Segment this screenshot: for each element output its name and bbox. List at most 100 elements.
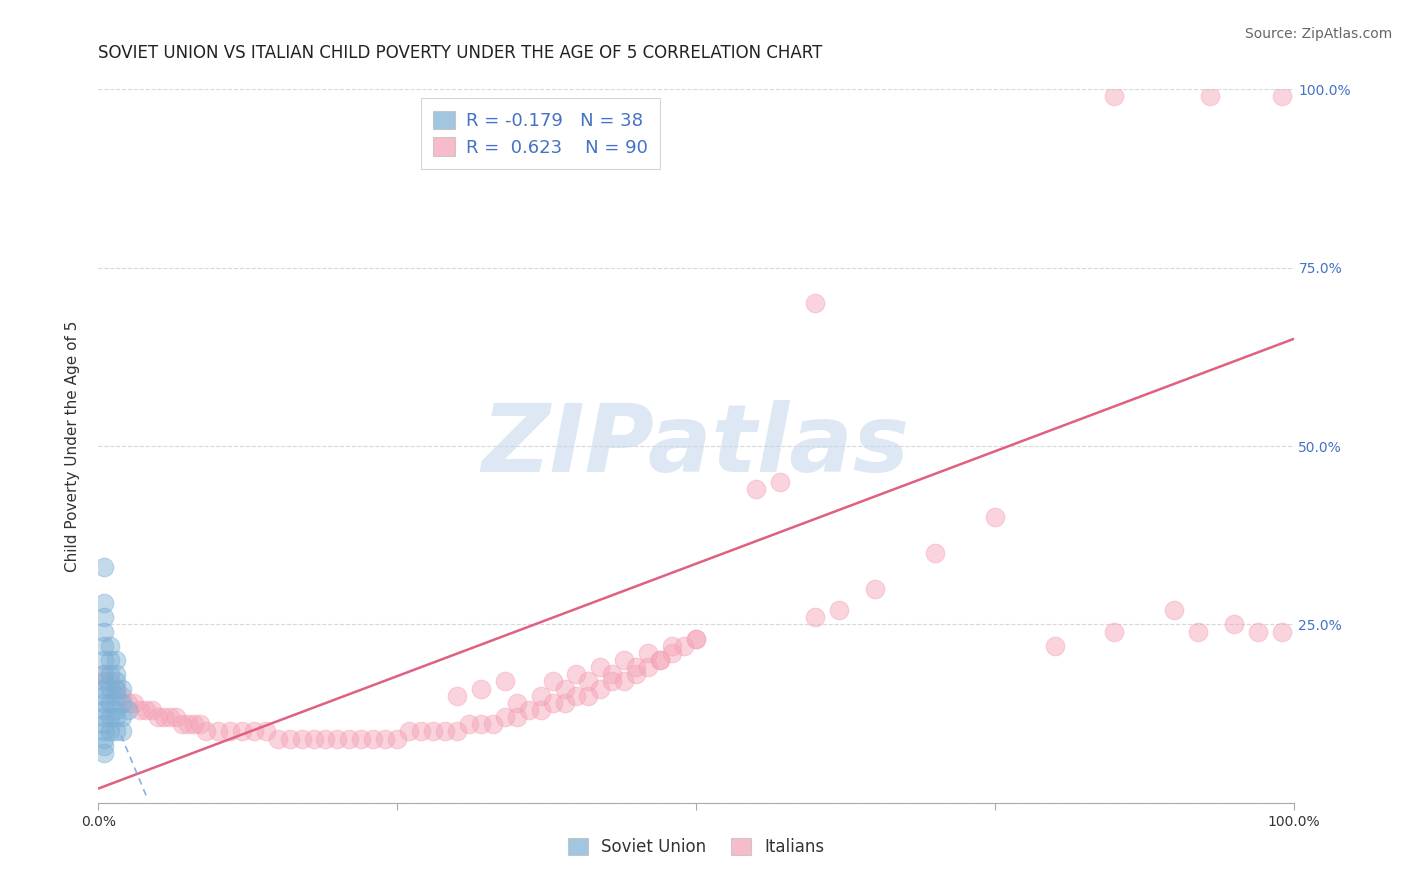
Point (165, 710, 187, 724)
Point (422, 724, 444, 739)
Point (745, 482, 768, 496)
Point (602, 674, 624, 689)
Point (207, 724, 229, 739)
Point (602, 667, 624, 681)
Point (446, 689, 468, 703)
Point (863, 582, 887, 596)
Point (129, 703, 152, 717)
Point (661, 639, 683, 653)
Point (93, 710, 115, 724)
Point (481, 717, 505, 731)
Point (315, 731, 337, 746)
Legend: Soviet Union, Italians: Soviet Union, Italians (558, 828, 834, 866)
Point (105, 710, 128, 724)
Point (93, 696, 115, 710)
Point (93, 624, 115, 639)
Point (554, 696, 576, 710)
Point (291, 731, 314, 746)
Point (93, 653, 115, 667)
Point (350, 731, 373, 746)
Point (105, 681, 128, 696)
Point (626, 660, 648, 674)
Point (153, 710, 176, 724)
Point (267, 731, 290, 746)
Point (105, 724, 128, 739)
Point (105, 674, 128, 689)
Point (302, 731, 325, 746)
Point (243, 724, 266, 739)
Point (93, 596, 115, 610)
Point (105, 689, 128, 703)
Point (494, 674, 516, 689)
Point (576, 674, 599, 689)
Point (398, 724, 420, 739)
Point (105, 703, 128, 717)
Point (105, 667, 128, 681)
Point (93, 689, 115, 703)
Point (105, 681, 128, 696)
Point (517, 703, 540, 717)
Point (111, 710, 134, 724)
Point (339, 731, 360, 746)
Point (1246, 624, 1268, 639)
Text: Source: ZipAtlas.com: Source: ZipAtlas.com (1244, 27, 1392, 41)
Point (648, 653, 672, 667)
Point (541, 674, 564, 689)
Point (98, 653, 122, 667)
Point (93, 667, 115, 681)
Point (1271, 89, 1294, 103)
Point (433, 724, 456, 739)
Point (685, 632, 707, 646)
Point (111, 681, 134, 696)
Point (529, 689, 551, 703)
Point (1271, 624, 1294, 639)
Point (148, 710, 170, 724)
Point (673, 639, 696, 653)
Point (506, 710, 529, 724)
Point (98, 696, 122, 710)
Point (1102, 89, 1125, 103)
Point (93, 681, 115, 696)
Point (93, 739, 115, 753)
Point (194, 724, 218, 739)
Point (565, 667, 588, 681)
Point (1102, 624, 1125, 639)
Point (1163, 603, 1185, 617)
Point (93, 639, 115, 653)
Point (117, 703, 139, 717)
Point (98, 639, 122, 653)
Point (541, 696, 564, 710)
Point (470, 717, 492, 731)
Point (458, 717, 481, 731)
Point (98, 674, 122, 689)
Point (1198, 89, 1220, 103)
Point (576, 689, 599, 703)
Point (984, 510, 1007, 524)
Point (111, 689, 134, 703)
Point (98, 724, 122, 739)
Point (613, 674, 636, 689)
Point (93, 731, 115, 746)
Point (98, 681, 122, 696)
Point (828, 603, 851, 617)
Point (172, 717, 194, 731)
Point (374, 731, 396, 746)
Point (411, 724, 433, 739)
Point (804, 296, 827, 310)
Point (648, 653, 672, 667)
Point (93, 674, 115, 689)
Point (231, 724, 253, 739)
Point (626, 667, 648, 681)
Point (219, 724, 242, 739)
Point (93, 667, 115, 681)
Point (117, 696, 139, 710)
Point (278, 731, 301, 746)
Point (637, 660, 659, 674)
Point (93, 717, 115, 731)
Point (363, 731, 385, 746)
Point (93, 746, 115, 760)
Point (93, 560, 115, 574)
Point (1222, 617, 1246, 632)
Point (177, 717, 200, 731)
Point (111, 696, 134, 710)
